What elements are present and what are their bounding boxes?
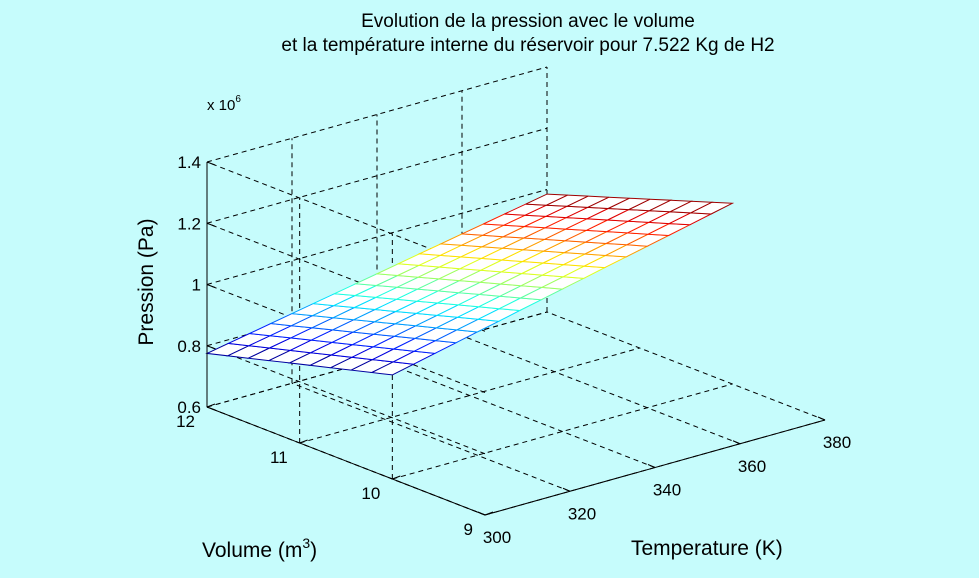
z-multiplier-exponent: 6 xyxy=(235,94,241,105)
grid-line-floor-v xyxy=(299,347,640,444)
z-tick-label: 0.6 xyxy=(177,398,201,417)
grid-line-floor-t xyxy=(461,335,741,445)
x-axis-label: Temperature (K) xyxy=(631,537,783,560)
x-tick-mark xyxy=(817,416,826,421)
y-axis-line xyxy=(206,406,486,516)
y-axis-label: Volume (m3) xyxy=(202,535,317,562)
x-tick-label: 360 xyxy=(738,457,766,476)
z-tick-mark xyxy=(206,284,216,288)
z-tick-mark xyxy=(206,222,216,227)
z-axis-label: Pression (Pa) xyxy=(135,218,158,345)
z-tick-label: 1.4 xyxy=(177,153,201,172)
y-tick-mark xyxy=(484,511,494,516)
y-tick-label: 10 xyxy=(361,484,380,503)
z-tick-label: 1.2 xyxy=(177,214,201,233)
x-tick-label: 380 xyxy=(823,433,851,452)
grid-line-z-right xyxy=(206,127,548,224)
surface-cell xyxy=(525,193,568,206)
y-tick-mark xyxy=(299,439,308,444)
grid-line-floor-v xyxy=(206,311,548,408)
y-axis-label-sup: 3 xyxy=(302,535,310,551)
grid-line-z-left xyxy=(206,284,486,393)
chart-subtitle: et la température interne du réservoir p… xyxy=(281,35,774,56)
x-tick-mark xyxy=(647,464,656,468)
grid-line-floor-t xyxy=(376,359,656,468)
z-multiplier-base: x 10 xyxy=(207,97,235,114)
grid-line-floor-t xyxy=(291,382,571,492)
tick-labels: 300 320 340 360 380 9 10 11 120.6 0.8 1 1.2 1.4 xyxy=(176,153,851,547)
y-tick-mark xyxy=(206,403,216,408)
axes xyxy=(206,161,826,516)
x-tick-mark xyxy=(562,487,571,492)
y-tick-mark xyxy=(392,475,401,480)
z-tick-label: 1 xyxy=(192,276,201,295)
y-tick-label: 9 xyxy=(464,520,473,539)
grid-line-floor-t xyxy=(546,311,826,421)
y-tick-label: 12 xyxy=(176,412,195,431)
z-tick-mark xyxy=(206,406,216,411)
chart-title: Evolution de la pression avec le volume xyxy=(361,11,695,32)
z-tick-mark xyxy=(206,345,216,350)
grid-line-z-right xyxy=(206,66,548,163)
x-tick-label: 300 xyxy=(483,528,511,547)
z-multiplier: x 106 xyxy=(207,94,241,114)
x-tick-mark xyxy=(477,511,486,516)
grid-line-z-left xyxy=(206,345,486,455)
y-axis-label-close: ) xyxy=(310,539,317,562)
grid-line-z-right xyxy=(206,189,548,285)
x-tick-label: 340 xyxy=(653,481,681,500)
y-tick-label: 11 xyxy=(270,448,288,467)
x-tick-label: 320 xyxy=(568,504,596,523)
z-tick-label: 0.8 xyxy=(177,337,201,356)
z-tick-mark xyxy=(206,161,216,166)
grid-line-floor-v xyxy=(392,383,733,480)
x-tick-mark xyxy=(732,440,741,445)
surface-mesh xyxy=(205,193,735,376)
y-axis-label-base: Volume (m xyxy=(202,539,302,562)
